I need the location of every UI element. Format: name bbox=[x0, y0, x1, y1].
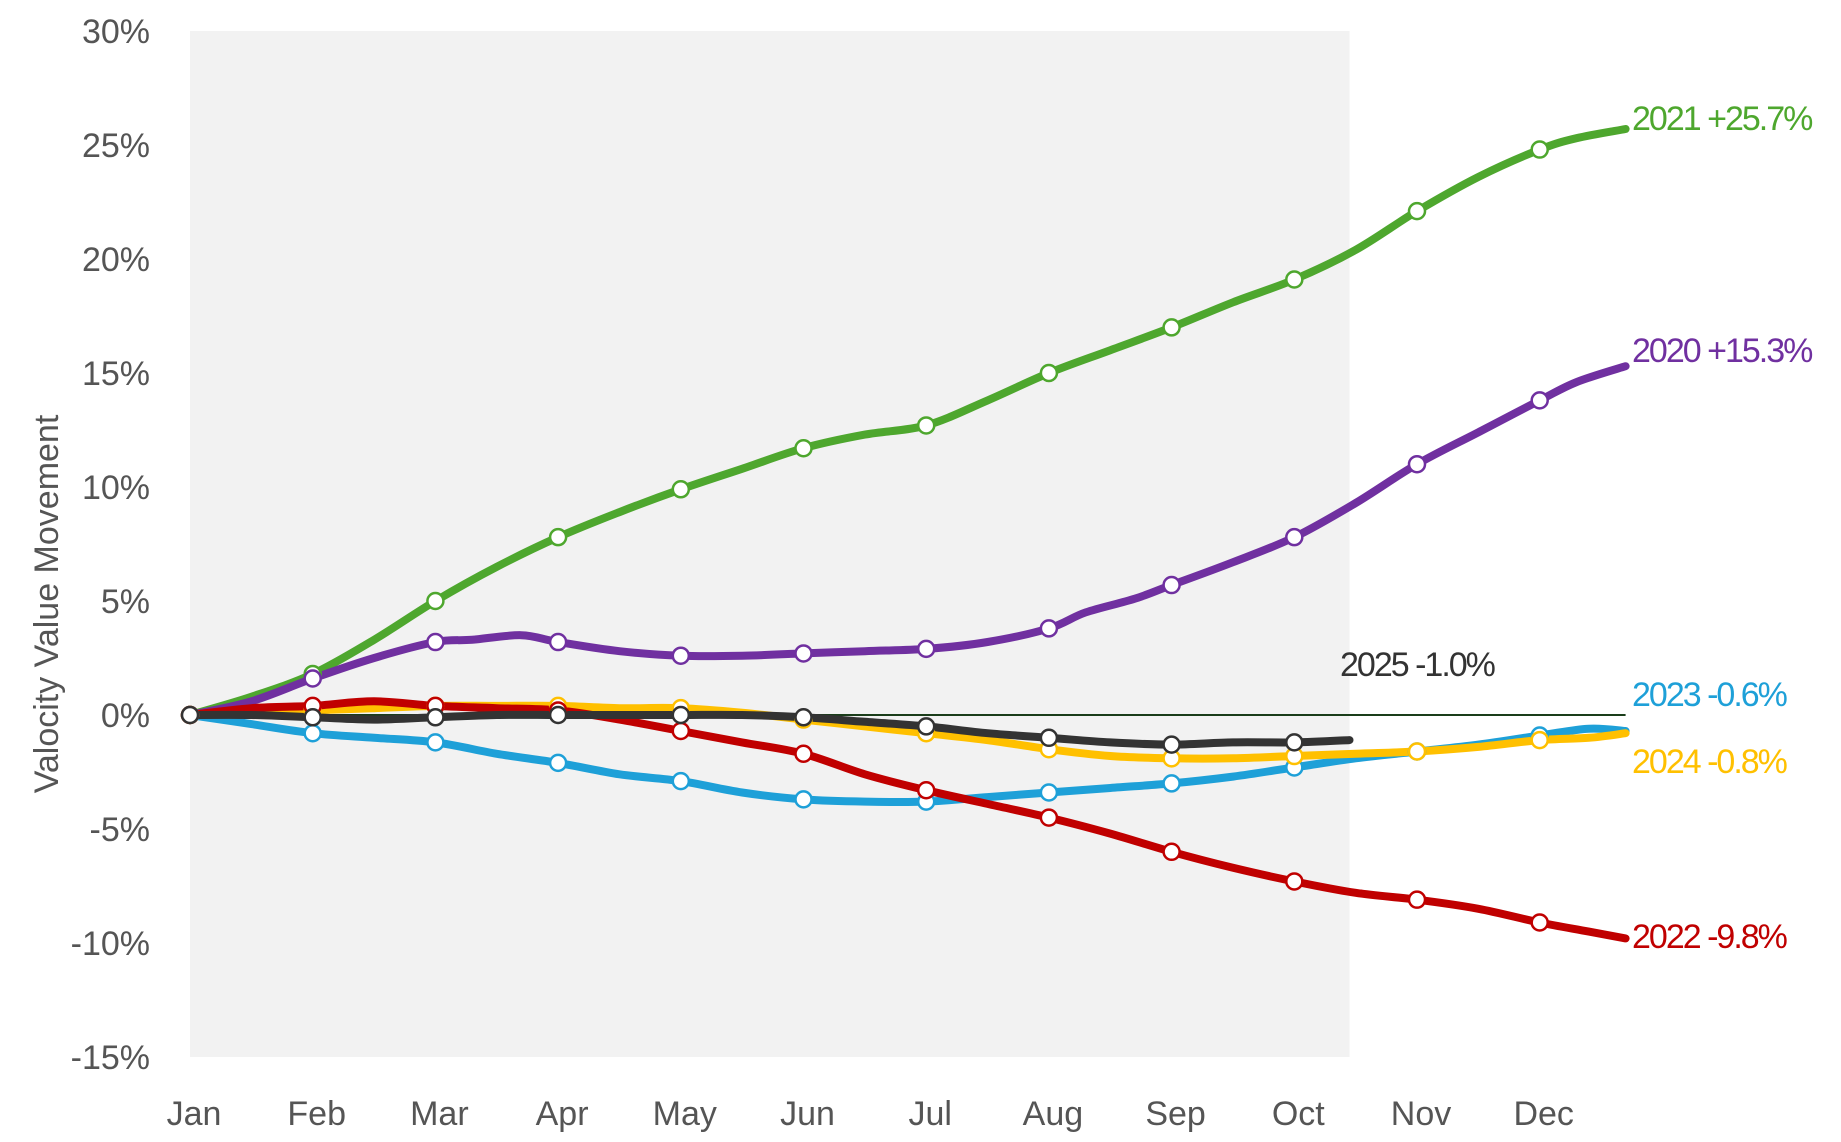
data-point-2024 bbox=[1530, 730, 1549, 750]
data-point-2023 bbox=[548, 753, 568, 773]
data-point-2025 bbox=[671, 705, 691, 725]
data-point-2021 bbox=[1407, 201, 1427, 221]
y-tick-label: -10% bbox=[71, 925, 150, 963]
y-tick-label: 25% bbox=[82, 127, 150, 165]
y-tick-label: -5% bbox=[90, 811, 150, 849]
data-point-2025 bbox=[916, 717, 936, 736]
series-markers bbox=[180, 140, 1549, 932]
data-point-2022 bbox=[1162, 842, 1181, 862]
data-point-2025 bbox=[1285, 733, 1304, 752]
x-tick-label: Dec bbox=[1513, 1095, 1573, 1133]
data-point-2021 bbox=[671, 480, 691, 499]
data-point-2025 bbox=[548, 705, 568, 725]
data-point-2023 bbox=[426, 733, 445, 752]
data-point-2022 bbox=[1039, 808, 1059, 827]
data-point-2020 bbox=[303, 669, 322, 688]
data-point-2020 bbox=[794, 644, 813, 663]
end-label-2025: 2025 -1.0% bbox=[1340, 646, 1496, 684]
data-point-2022 bbox=[671, 721, 691, 741]
x-tick-label: Oct bbox=[1272, 1095, 1325, 1133]
y-axis: -15% -10% -5% 0% 5% 10% 15% 20% 25% 30% bbox=[71, 13, 150, 1077]
data-point-2023 bbox=[794, 790, 813, 809]
x-tick-label: Jul bbox=[908, 1095, 951, 1133]
data-point-2021 bbox=[1162, 318, 1181, 337]
y-tick-label: -15% bbox=[71, 1039, 150, 1077]
data-point-2020 bbox=[671, 646, 691, 665]
x-tick-label: Nov bbox=[1391, 1095, 1451, 1133]
end-label-2021: 2021 +25.7% bbox=[1632, 100, 1813, 138]
data-point-2022 bbox=[1285, 872, 1304, 891]
shaded-region bbox=[190, 31, 1350, 1057]
y-axis-title: Valocity Value Movement bbox=[28, 414, 66, 793]
data-point-2020 bbox=[1039, 619, 1059, 638]
x-tick-label: Jan bbox=[167, 1095, 222, 1133]
data-point-2021 bbox=[548, 527, 568, 547]
y-tick-label: 0% bbox=[101, 697, 150, 735]
data-point-2021 bbox=[794, 438, 813, 458]
x-tick-label: Sep bbox=[1145, 1095, 1206, 1133]
data-point-2021 bbox=[1530, 140, 1549, 159]
end-label-2020: 2020 +15.3% bbox=[1632, 332, 1813, 370]
x-tick-label: Apr bbox=[536, 1095, 589, 1133]
data-point-2022 bbox=[1407, 890, 1427, 909]
data-point-2021 bbox=[916, 416, 936, 435]
data-point-2020 bbox=[1162, 575, 1181, 595]
y-tick-label: 5% bbox=[101, 583, 150, 621]
data-point-2022 bbox=[1530, 913, 1549, 932]
y-tick-label: 30% bbox=[82, 13, 150, 51]
data-point-2023 bbox=[1039, 783, 1059, 802]
data-point-2025 bbox=[1039, 728, 1059, 748]
x-tick-label: Aug bbox=[1023, 1095, 1084, 1133]
data-point-2020 bbox=[426, 632, 445, 652]
data-point-2025 bbox=[426, 708, 445, 727]
x-tick-label: Feb bbox=[287, 1095, 346, 1133]
data-point-2024 bbox=[1407, 742, 1427, 761]
end-label-2024: 2024 -0.8% bbox=[1632, 743, 1788, 781]
data-point-2023 bbox=[671, 771, 691, 791]
data-point-2025 bbox=[303, 708, 322, 727]
data-point-2023 bbox=[303, 723, 322, 743]
x-tick-label: May bbox=[653, 1095, 717, 1133]
data-point-2022 bbox=[794, 744, 813, 764]
y-tick-label: 10% bbox=[82, 469, 150, 507]
data-point-2020 bbox=[1285, 527, 1304, 547]
end-label-2023: 2023 -0.6% bbox=[1632, 676, 1788, 714]
y-tick-label: 15% bbox=[82, 355, 150, 393]
data-point-2025 bbox=[180, 705, 200, 725]
data-point-2023 bbox=[1162, 774, 1181, 793]
x-axis: Jan Feb Mar Apr May Jun Jul Aug Sep Oct Nov Dec bbox=[167, 1095, 1574, 1133]
data-point-2021 bbox=[1285, 270, 1304, 289]
data-point-2022 bbox=[916, 780, 936, 800]
y-tick-label: 20% bbox=[82, 241, 150, 279]
data-point-2025 bbox=[794, 708, 813, 727]
data-point-2021 bbox=[1039, 363, 1059, 383]
end-label-2022: 2022 -9.8% bbox=[1632, 918, 1788, 956]
data-point-2020 bbox=[1407, 454, 1427, 474]
series-end-labels: 2021 +25.7% 2020 +15.3% 2023 -0.6% 2024 -0.… bbox=[1340, 100, 1815, 956]
x-tick-label: Jun bbox=[780, 1095, 835, 1133]
x-tick-label: Mar bbox=[410, 1095, 469, 1133]
data-point-2020 bbox=[548, 632, 568, 652]
data-point-2020 bbox=[916, 639, 936, 659]
data-point-2021 bbox=[426, 591, 445, 611]
data-point-2020 bbox=[1530, 391, 1549, 410]
data-point-2025 bbox=[1162, 735, 1181, 754]
